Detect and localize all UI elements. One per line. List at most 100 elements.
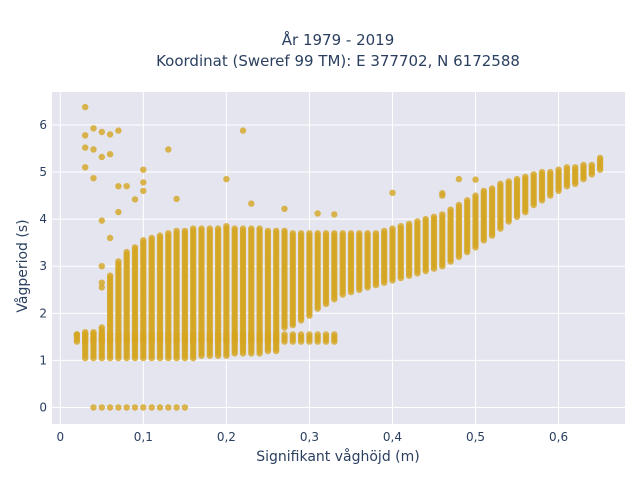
data-point <box>588 161 595 169</box>
data-point <box>239 225 247 232</box>
data-point <box>306 331 313 338</box>
data-point <box>555 166 562 173</box>
data-point <box>106 331 114 338</box>
data-point <box>231 331 238 338</box>
data-point <box>547 168 554 176</box>
data-point <box>123 331 130 338</box>
data-point <box>156 404 164 411</box>
data-point <box>173 227 180 235</box>
data-point <box>156 331 164 338</box>
data-point <box>106 272 114 279</box>
data-point <box>289 331 296 338</box>
data-point <box>98 128 106 136</box>
data-point <box>248 225 255 232</box>
data-point <box>314 331 321 338</box>
data-point <box>214 225 222 232</box>
data-point <box>331 331 338 338</box>
data-point <box>522 173 529 180</box>
data-point <box>165 146 172 153</box>
data-point <box>165 404 172 411</box>
data-point <box>148 404 155 411</box>
y-axis-ticks: 0 1 2 3 4 5 6 <box>39 118 47 415</box>
data-point <box>405 220 413 228</box>
data-point <box>364 230 371 237</box>
data-point <box>223 223 230 230</box>
x-tick-label: 0,6 <box>549 430 568 444</box>
data-point <box>140 187 147 195</box>
data-point <box>389 225 396 232</box>
y-tick-label: 1 <box>39 353 47 367</box>
data-point <box>572 164 579 171</box>
data-point <box>98 404 106 411</box>
data-point <box>131 244 139 251</box>
data-point <box>123 404 130 411</box>
data-point <box>273 227 280 235</box>
data-point <box>356 230 363 237</box>
data-point <box>430 213 438 220</box>
data-point <box>123 248 130 256</box>
data-point <box>140 237 147 244</box>
data-point <box>115 208 122 216</box>
data-point <box>131 331 139 338</box>
y-tick-label: 4 <box>39 212 47 226</box>
y-tick-label: 2 <box>39 306 47 320</box>
data-point <box>289 230 296 237</box>
data-point <box>414 218 421 225</box>
data-point <box>472 192 479 199</box>
data-point <box>140 166 147 173</box>
data-point <box>115 183 122 190</box>
y-tick-label: 3 <box>39 259 47 273</box>
data-point <box>314 210 321 217</box>
data-point <box>73 331 81 338</box>
data-point <box>372 230 380 237</box>
x-axis-ticks: 0 0,1 0,2 0,3 0,4 0,5 0,6 <box>56 430 568 444</box>
data-point <box>231 225 238 232</box>
data-point <box>472 176 479 183</box>
data-point <box>82 132 89 139</box>
data-point <box>82 331 89 338</box>
data-point <box>148 234 155 242</box>
data-point <box>98 284 106 291</box>
data-point <box>140 331 147 338</box>
data-point <box>214 331 222 338</box>
x-tick-label: 0,4 <box>383 430 402 444</box>
data-point <box>82 144 89 151</box>
data-point <box>480 187 487 195</box>
y-axis-title: Vågperiod (s) <box>14 219 31 312</box>
data-point <box>297 331 305 338</box>
data-point <box>497 180 504 187</box>
data-point <box>223 175 230 183</box>
data-point <box>190 225 197 232</box>
data-point <box>181 331 189 338</box>
data-point <box>314 230 321 237</box>
data-point <box>248 200 255 207</box>
y-tick-label: 0 <box>39 401 47 415</box>
data-point <box>513 175 521 183</box>
x-tick-label: 0,3 <box>300 430 319 444</box>
data-point <box>331 211 338 218</box>
data-point <box>389 189 396 196</box>
chart-title-line1: År 1979 - 2019 <box>282 30 395 49</box>
data-point <box>98 153 106 161</box>
data-point <box>281 227 288 235</box>
y-tick-label: 6 <box>39 118 47 132</box>
data-point <box>115 404 122 411</box>
data-point <box>198 331 205 338</box>
data-point <box>98 263 106 270</box>
data-point <box>90 125 97 132</box>
data-point <box>248 331 255 338</box>
data-point <box>131 404 139 411</box>
data-point <box>98 279 106 286</box>
data-point <box>98 217 106 224</box>
data-point <box>439 211 446 218</box>
data-point <box>488 185 496 192</box>
plot-area <box>52 92 625 424</box>
data-point <box>239 127 247 134</box>
x-tick-label: 0 <box>56 430 64 444</box>
data-point <box>256 225 263 232</box>
data-point <box>173 331 180 338</box>
data-point <box>115 258 122 265</box>
data-point <box>140 404 147 411</box>
data-point <box>297 230 305 237</box>
data-point <box>422 215 429 223</box>
